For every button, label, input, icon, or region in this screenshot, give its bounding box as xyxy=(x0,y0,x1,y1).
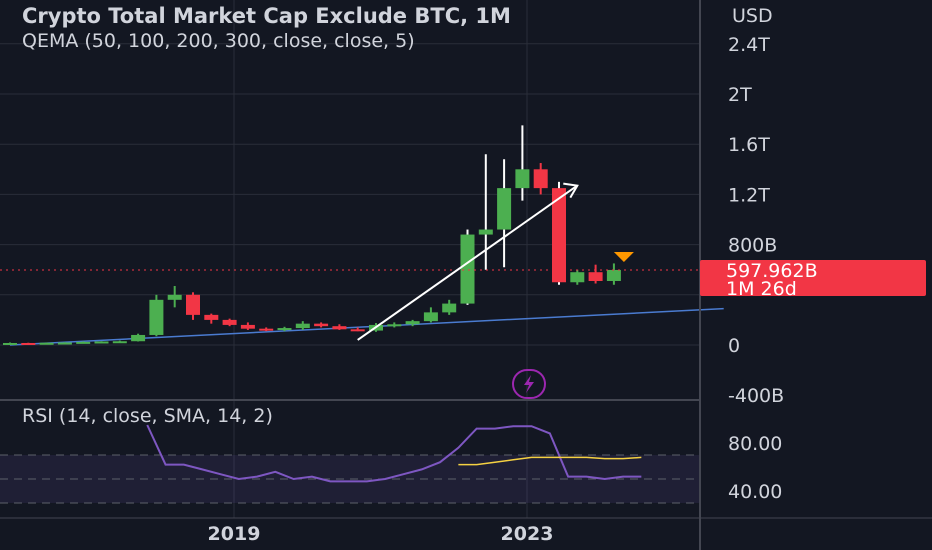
arrow-shaft xyxy=(357,184,578,341)
rsi-lines xyxy=(146,424,642,483)
candle-body xyxy=(515,169,530,189)
candle-body xyxy=(76,341,91,344)
candle-body xyxy=(442,303,457,313)
price-tick-label: 0 xyxy=(728,335,740,357)
candle-body xyxy=(405,321,420,325)
candle-body xyxy=(3,342,17,345)
rsi-band-area xyxy=(0,454,700,504)
candle-body xyxy=(606,269,621,281)
trend-line xyxy=(9,307,724,346)
candle-body xyxy=(259,328,274,331)
candle-body xyxy=(478,229,493,235)
currency-label: USD xyxy=(732,5,773,27)
candle-body xyxy=(460,234,475,304)
chart-title[interactable]: Crypto Total Market Cap Exclude BTC, 1M xyxy=(22,4,511,28)
last-price-value: 597.962B xyxy=(726,260,818,282)
candle-body xyxy=(350,329,365,332)
indicator-label[interactable]: QEMA (50, 100, 200, 300, close, close, 5… xyxy=(22,30,415,52)
price-tick-label: 1.6T xyxy=(728,134,770,156)
candle-body xyxy=(295,323,310,329)
candle-body xyxy=(314,323,329,327)
candle-body xyxy=(387,324,402,327)
candle-body xyxy=(570,272,585,283)
rsi-label[interactable]: RSI (14, close, SMA, 14, 2) xyxy=(22,405,273,427)
candle-body xyxy=(588,272,603,281)
rsi-tick-label: 80.00 xyxy=(728,433,782,455)
candle-body xyxy=(533,169,548,189)
price-tick-label: 800B xyxy=(728,235,777,257)
price-tick-label: 2.4T xyxy=(728,34,770,56)
price-tick-label: -400B xyxy=(728,385,784,407)
arrow-head xyxy=(563,182,579,199)
candle-body xyxy=(167,294,182,300)
candle-body xyxy=(332,326,347,330)
rsi-ma-line xyxy=(458,456,642,466)
rsi-line xyxy=(146,424,642,483)
candle-body xyxy=(131,334,146,342)
price-tick-label: 2T xyxy=(728,84,752,106)
candle-body xyxy=(497,188,512,230)
candle-body xyxy=(39,342,54,345)
price-tick-label: 1.2T xyxy=(728,184,770,206)
arrow-down-marker-icon xyxy=(613,252,634,262)
axis-labels: USD 2.4T 2T 1.6T 1.2T 800B 0 -400B 80.00 40.00 201… xyxy=(208,5,785,545)
candle-body xyxy=(240,324,255,329)
candle-body xyxy=(222,319,237,325)
candle-body xyxy=(423,312,438,322)
candle-body xyxy=(186,294,200,315)
grid-lines xyxy=(0,0,700,518)
last-price-tag: 597.962B 1M 26d xyxy=(700,260,926,300)
trend-line-segment xyxy=(9,307,724,346)
drawn-arrow[interactable] xyxy=(357,182,579,341)
rsi-tick-label: 40.00 xyxy=(728,481,782,503)
candle-body xyxy=(94,341,109,344)
candle-body xyxy=(112,341,127,344)
candle-body xyxy=(21,342,36,345)
bar-countdown: 1M 26d xyxy=(726,278,797,300)
lightning-icon[interactable] xyxy=(512,369,546,399)
candlestick-series xyxy=(0,125,700,345)
time-tick-label: 2023 xyxy=(501,523,554,545)
candle-body xyxy=(204,314,219,320)
candle-body xyxy=(149,299,164,335)
candle-body xyxy=(57,342,72,345)
candle-body xyxy=(552,188,566,283)
time-tick-label: 2019 xyxy=(208,523,261,545)
candle-body xyxy=(277,328,292,331)
